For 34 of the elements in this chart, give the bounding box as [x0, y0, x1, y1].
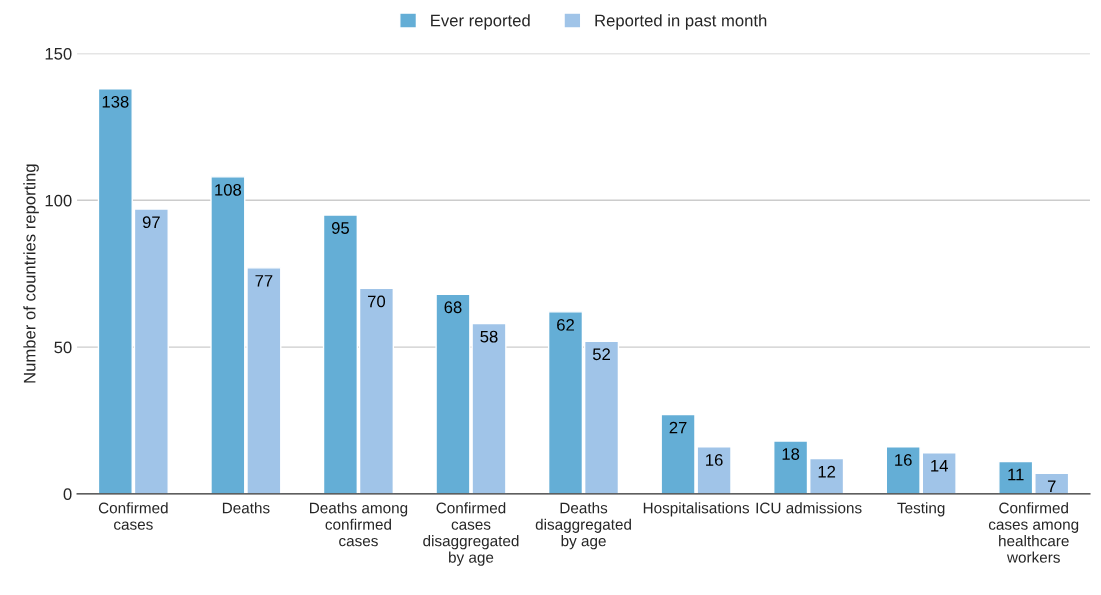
data-label: 138: [102, 95, 129, 108]
data-label: 11: [1008, 468, 1024, 481]
x-tick-label: Confirmed cases among healthcare workers: [988, 502, 1079, 563]
data-label: 52: [592, 348, 610, 361]
data-label: 97: [142, 216, 160, 229]
data-label: 58: [480, 330, 498, 343]
y-tick-label: 150: [45, 47, 72, 60]
data-label: 95: [331, 222, 349, 234]
data-label: 68: [444, 301, 462, 314]
x-tick-label: Deaths disaggregated by age: [535, 502, 631, 550]
data-label: 12: [818, 465, 836, 478]
data-label: 62: [557, 318, 574, 331]
x-tick-label: Confirmed cases: [98, 502, 168, 530]
data-label: 16: [706, 454, 723, 466]
x-tick-label: Deaths: [222, 502, 270, 514]
legend-label: Reported in past month: [595, 14, 767, 30]
data-label: 7: [1047, 480, 1056, 493]
x-tick-label: Deaths among confirmed cases: [310, 502, 408, 547]
y-axis-title: Number of countries reporting: [23, 164, 39, 383]
x-tick-label: ICU admissions: [756, 502, 862, 514]
data-label: 27: [669, 421, 687, 434]
y-tick-label: 50: [54, 341, 72, 354]
legend-label: Ever reported: [431, 14, 530, 30]
data-label: 108: [215, 183, 242, 196]
x-tick-label: Testing: [897, 502, 945, 517]
y-tick-label: 100: [45, 194, 72, 207]
data-label: 70: [368, 295, 386, 308]
data-label: 77: [255, 275, 273, 287]
data-label: 18: [782, 448, 800, 460]
data-label: 14: [931, 460, 948, 472]
x-tick-label: Hospitalisations: [643, 502, 750, 517]
data-label: 16: [895, 454, 912, 466]
x-tick-label: Confirmed cases disaggregated by age: [423, 502, 519, 566]
y-tick-label: 0: [63, 488, 72, 501]
